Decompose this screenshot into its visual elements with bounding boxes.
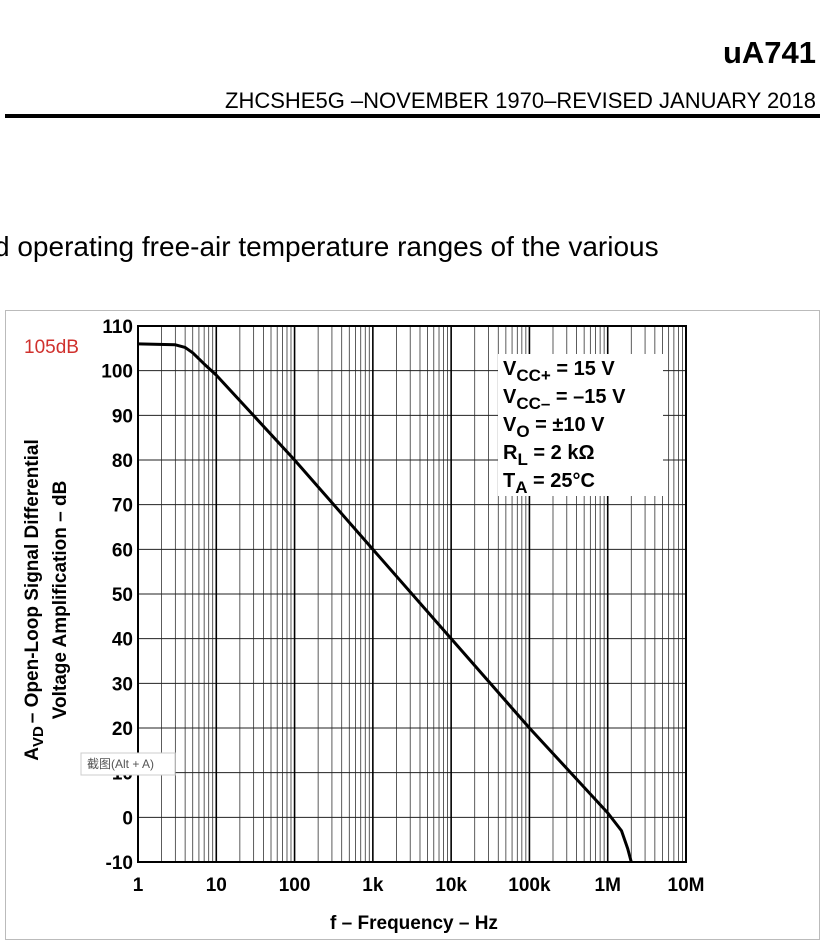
curve (137, 342, 633, 863)
x-tick-label: 10k (435, 875, 467, 896)
condition-subscript: O (516, 422, 529, 441)
x-tick-label: 10 (206, 875, 227, 896)
tooltip-box (80, 752, 176, 776)
condition: TA = 25°C (503, 470, 595, 497)
plot-border (137, 325, 687, 863)
condition-symbol: V (503, 386, 517, 408)
condition: VCC– = –15 V (503, 386, 626, 413)
body-text: d operating free-air temperature ranges … (0, 231, 659, 262)
condition: VO = ±10 V (503, 414, 605, 441)
condition: VCC+ = 15 V (503, 358, 615, 385)
condition-value: = 2 kΩ (528, 442, 595, 464)
y-tick-label: 110 (102, 317, 133, 338)
condition-symbol: R (503, 442, 518, 464)
annotation: 105dB (24, 337, 79, 358)
header-rule (5, 114, 820, 118)
y-tick-label: -10 (106, 853, 133, 874)
y-tick-label: 50 (112, 585, 133, 606)
y-tick-label: 30 (112, 674, 133, 695)
doc-subtitle: ZHCSHE5G –NOVEMBER 1970–REVISED JANUARY … (225, 88, 816, 113)
figure-frame (5, 310, 820, 940)
x-tick-label: 100k (508, 875, 551, 896)
x-axis-label: f – Frequency – Hz (330, 913, 498, 934)
y-tick-label: 70 (112, 496, 133, 517)
condition-subscript: L (517, 450, 527, 469)
y-tick-label: 20 (112, 719, 133, 740)
x-tick-label: 1k (362, 875, 384, 896)
y-tick-label: 80 (112, 451, 133, 472)
y-tick-label: 40 (112, 630, 133, 651)
y-axis-label: AVD – Open-Loop Signal Differential (22, 439, 47, 761)
condition-value: = 25°C (528, 470, 595, 492)
y-tick-label: 60 (112, 540, 133, 561)
x-tick-label: 10M (668, 875, 705, 896)
condition-symbol: V (503, 358, 517, 380)
y-label-main: A (22, 747, 43, 761)
condition-subscript: CC+ (516, 366, 551, 385)
conditions-box (498, 354, 663, 496)
y-label-rest: – Open-Loop Signal Differential (22, 439, 43, 723)
y-tick-label: 100 (101, 362, 133, 383)
condition-value: = 15 V (551, 358, 616, 380)
condition-symbol: T (503, 470, 515, 492)
x-tick-label: 100 (279, 875, 311, 896)
condition-value: = –15 V (550, 386, 626, 408)
y-axis-label-2: Voltage Amplification – dB (50, 481, 71, 720)
x-tick-label: 1M (595, 875, 621, 896)
condition: RL = 2 kΩ (503, 442, 594, 469)
tooltip: 截图(Alt + A) (87, 757, 154, 771)
x-tick-label: 1 (133, 875, 144, 896)
y-tick-label: 90 (112, 406, 133, 427)
doc-title: uA741 (723, 35, 816, 70)
condition-symbol: V (503, 414, 517, 436)
y-label-sub: VD (30, 726, 47, 747)
condition-value: = ±10 V (530, 414, 606, 436)
condition-subscript: A (515, 478, 527, 497)
y-tick-label: 0 (122, 808, 133, 829)
condition-subscript: CC– (516, 394, 550, 413)
